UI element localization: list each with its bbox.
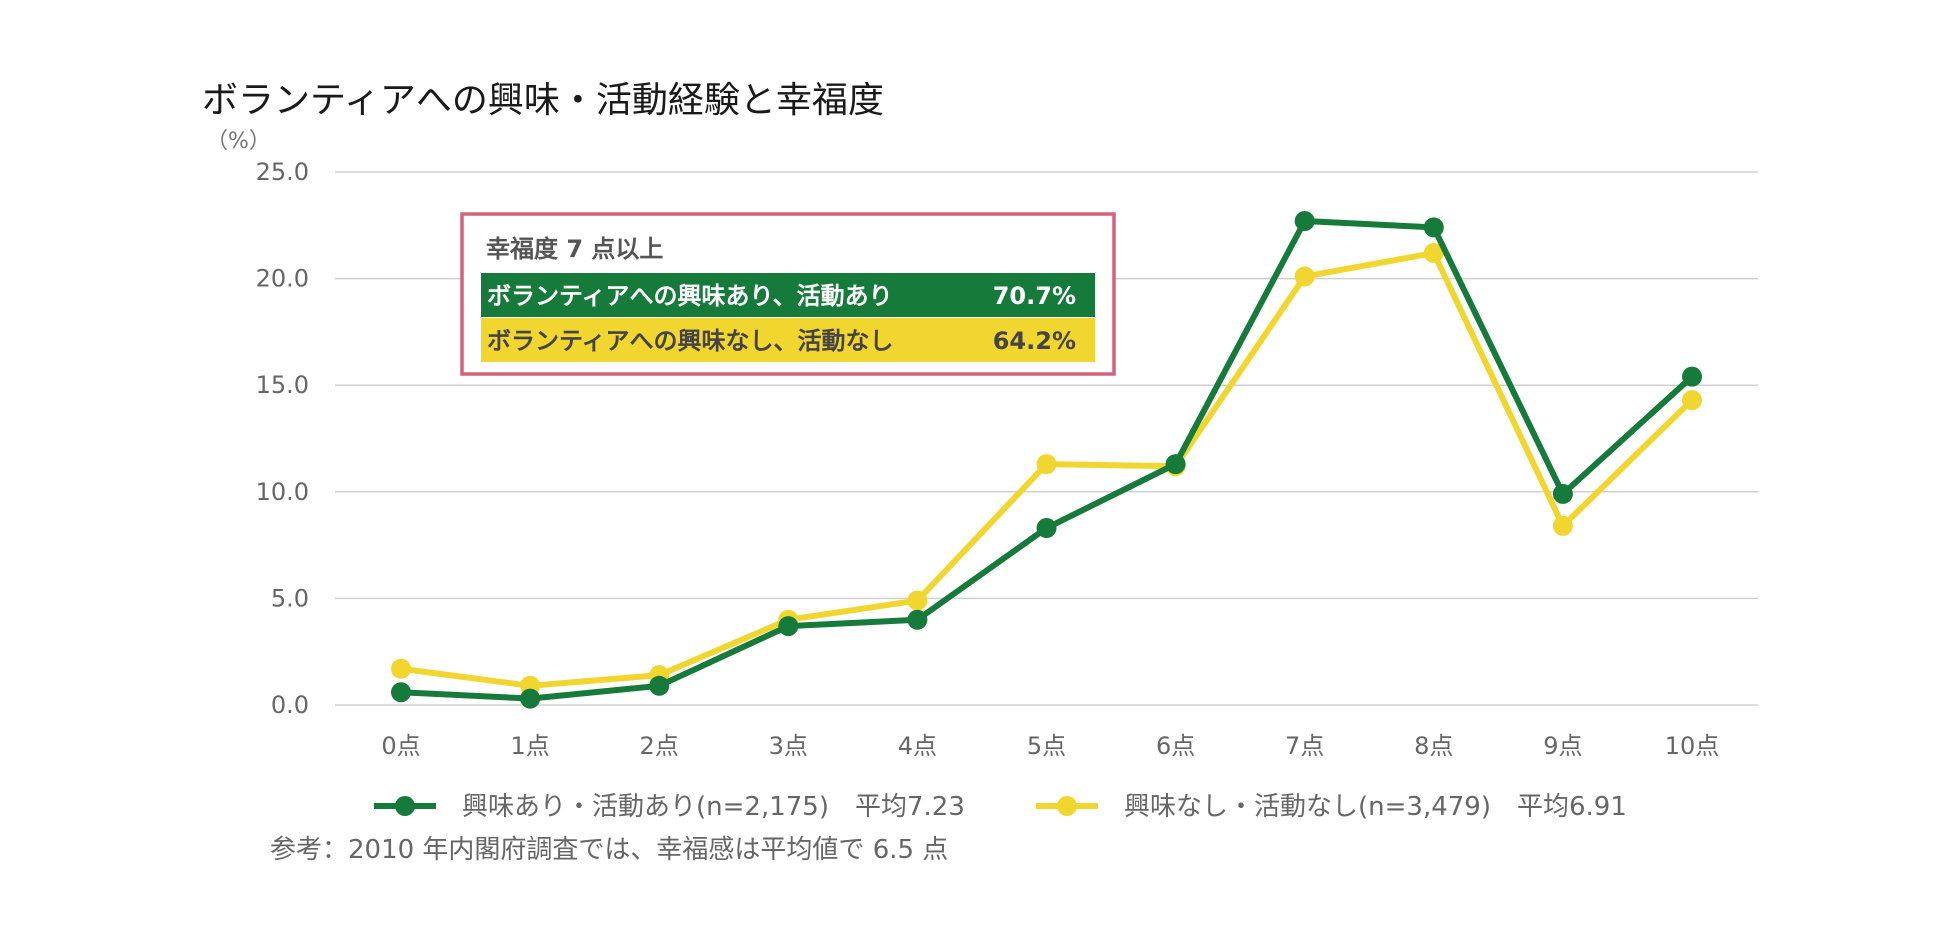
annotation-row-value-1: 70.7% (993, 282, 1076, 310)
x-tick-label: 0点 (381, 732, 420, 760)
x-tick-label: 6点 (1156, 732, 1195, 760)
data-point (1036, 454, 1057, 475)
data-point (1294, 211, 1315, 232)
data-point (1036, 518, 1057, 539)
data-point (520, 688, 541, 709)
annotation-row-bg-1 (481, 273, 1095, 317)
y-tick-label: 0.0 (271, 691, 309, 719)
footnote: 参考：2010 年内閣府調査では、幸福感は平均値で 6.5 点 (270, 835, 948, 865)
y-axis-ticks: 0.0 5.0 10.0 15.0 20.0 25.0 (256, 158, 309, 719)
x-tick-label: 10点 (1665, 732, 1720, 760)
x-tick-label: 8点 (1414, 732, 1453, 760)
annotation-row-value-2: 64.2% (993, 327, 1076, 355)
data-point (907, 609, 928, 630)
x-axis-ticks: 0点 1点 2点 3点 4点 5点 6点 7点 8点 9点 10点 (381, 732, 1719, 760)
x-tick-label: 9点 (1543, 732, 1582, 760)
data-point (1552, 515, 1573, 536)
data-point (649, 675, 670, 696)
x-tick-label: 2点 (640, 732, 679, 760)
x-tick-label: 4点 (898, 732, 937, 760)
annotation-row-label-1: ボランティアへの興味あり、活動あり (487, 282, 893, 310)
data-point (907, 590, 928, 611)
chart-title: ボランティアへの興味・活動経験と幸福度 (202, 80, 884, 121)
legend-label-1: 興味あり・活動あり(n=2,175) 平均7.23 (462, 792, 965, 822)
legend: 興味あり・活動あり(n=2,175) 平均7.23 興味なし・活動なし(n=3,… (374, 792, 1627, 822)
data-point (1423, 217, 1444, 238)
x-tick-label: 3点 (769, 732, 808, 760)
data-point (1294, 266, 1315, 287)
data-point (391, 658, 411, 679)
data-point (1165, 454, 1186, 475)
y-tick-label: 10.0 (256, 478, 309, 506)
y-axis-unit: （%） (206, 129, 271, 154)
y-tick-label: 25.0 (256, 158, 309, 186)
x-tick-label: 7点 (1285, 732, 1324, 760)
legend-swatch-marker-1 (395, 796, 415, 816)
annotation-heading: 幸福度 7 点以上 (486, 235, 663, 263)
y-tick-label: 20.0 (256, 265, 309, 293)
data-point (1423, 243, 1444, 264)
data-point (1682, 366, 1702, 387)
y-tick-label: 5.0 (271, 584, 309, 612)
data-point (1682, 390, 1702, 411)
legend-label-2: 興味なし・活動なし(n=3,479) 平均6.91 (1124, 792, 1627, 822)
x-tick-label: 5点 (1027, 732, 1066, 760)
data-point (1552, 483, 1573, 504)
annotation-box: 幸福度 7 点以上 ボランティアへの興味あり、活動あり 70.7% ボランティア… (460, 212, 1116, 376)
x-tick-label: 1点 (510, 732, 549, 760)
data-point (778, 616, 799, 637)
data-point (391, 682, 411, 703)
annotation-row-label-2: ボランティアへの興味なし、活動なし (487, 327, 894, 355)
y-tick-label: 15.0 (256, 371, 309, 399)
series-1 (391, 211, 1702, 709)
annotation-row-bg-2 (481, 318, 1095, 362)
series-layer (391, 211, 1702, 709)
legend-swatch-marker-2 (1057, 796, 1077, 816)
